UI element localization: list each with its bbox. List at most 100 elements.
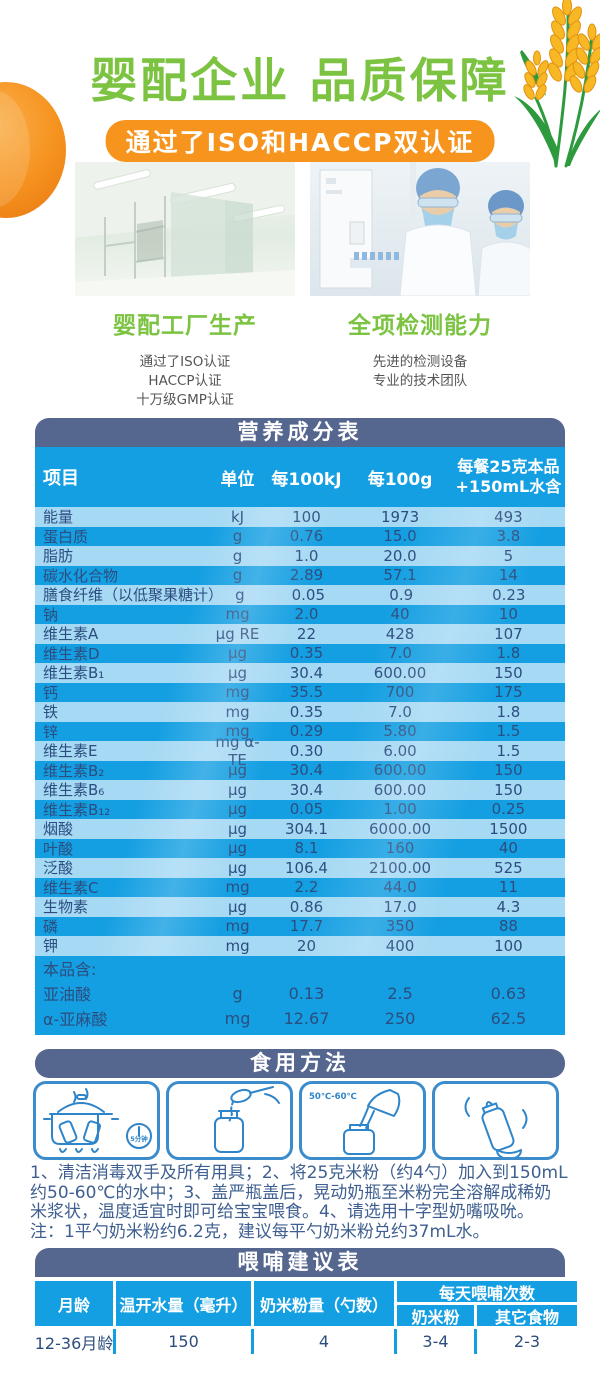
cell: 106.4	[284, 858, 328, 877]
cell: mg	[225, 917, 250, 936]
instruction-line: 约50-60℃的水中；3、盖严瓶盖后，晃动奶瓶至米粉完全溶解成稀奶	[30, 1182, 552, 1203]
cell: 2.2	[294, 878, 319, 897]
cell: 30.4	[289, 761, 324, 780]
nutrition-row: 磷 mg 17.7 350 88	[35, 916, 565, 936]
cell: 11	[498, 878, 518, 897]
cell-other: 2-3	[477, 1329, 577, 1354]
column-header-daily-other: 其它食物	[477, 1305, 577, 1327]
factory-photo	[75, 162, 295, 296]
scoop-powder-icon	[166, 1081, 293, 1160]
cell: 烟酸	[43, 820, 74, 839]
instruction-line: 1、清洁消毒双手及所有用具；2、将25克米粉（约4勺）加入到150mL	[30, 1163, 568, 1183]
cell: 40	[498, 839, 518, 858]
cell: 0.25	[491, 800, 526, 819]
cell: 6.00	[383, 741, 417, 760]
cell: 钙	[43, 683, 59, 702]
page-title: 婴配企业 品质保障	[90, 54, 510, 109]
nutrition-row: 维生素E mg α-TE 0.30 6.00 1.5	[35, 733, 565, 769]
column-header-serving: 每餐25克本品 +150mL水含	[455, 457, 562, 496]
nutrition-table: 营养成分表 项目 单位 每100kJ 每100g 每餐25克本品 +150mL水…	[35, 418, 565, 1035]
cell: 维生素B₁	[43, 664, 105, 683]
cell: 0.63	[490, 983, 527, 1003]
cell: 铁	[43, 703, 59, 722]
caption-line: 十万级GMP认证	[136, 392, 234, 408]
nutrition-row: 蛋白质 g 0.76 15.0 3.8	[35, 526, 565, 546]
cell: 22	[296, 624, 317, 643]
cell: mg	[225, 702, 250, 721]
cell: 维生素D	[43, 644, 100, 663]
cell: 600.00	[373, 663, 427, 682]
cell: 0.13	[288, 983, 325, 1003]
nutrition-row: 膳食纤维（以低聚果糖计） g 0.05 0.9 0.23	[35, 585, 565, 605]
caption-line: 先进的检测设备	[372, 354, 468, 370]
cell: 160	[385, 839, 415, 858]
usage-icons: 5分钟	[33, 1081, 567, 1160]
cell: 10	[498, 605, 518, 624]
cell: 35.5	[289, 683, 324, 702]
cell: mg	[225, 683, 250, 702]
feeding-header: 月龄 温开水量（毫升） 奶米粉量（勺数） 每天喂哺次数 奶米粉 其它食物	[35, 1281, 577, 1327]
cell: 20	[296, 936, 317, 955]
cell: 6000.00	[369, 819, 432, 838]
cell: 1.5	[496, 741, 521, 760]
nutrition-row: 生物素 μg 0.86 17.0 4.3	[35, 897, 565, 917]
cell: 17.0	[383, 897, 417, 916]
sterilize-pot-icon: 5分钟	[33, 1081, 160, 1160]
cell: 20.0	[383, 546, 417, 565]
cell: 维生素B₁₂	[43, 800, 111, 819]
cell: 100	[292, 507, 321, 526]
cell: 250	[384, 1008, 416, 1028]
column-header-daily: 每天喂哺次数	[397, 1281, 577, 1303]
cell: 4.3	[496, 897, 521, 916]
cell: 14	[498, 566, 518, 585]
cell: 2100.00	[369, 858, 432, 877]
column-header-per100kj: 每100kJ	[271, 469, 342, 490]
cell-water: 150	[116, 1329, 251, 1354]
cell: 5.80	[383, 722, 417, 741]
cell: 2.5	[387, 983, 413, 1003]
nutrition-row: 亚油酸 g 0.13 2.5 0.63	[35, 981, 565, 1006]
cell: 12.67	[283, 1008, 330, 1028]
cell: 脂肪	[43, 547, 74, 566]
column-header-per100g: 每100g	[367, 469, 433, 490]
nutrition-row: 钾 mg 20 400 100	[35, 936, 565, 956]
feeding-data-row: 12-36月龄 150 4 3-4 2-3	[35, 1326, 577, 1354]
cell: μg	[227, 761, 248, 780]
cell: 1.5	[496, 722, 521, 741]
cell: 1.00	[383, 800, 417, 819]
caption-title: 婴配工厂生产	[113, 313, 257, 339]
cell: 锌	[43, 722, 59, 741]
cell: 150	[494, 780, 523, 799]
cell: 30.4	[289, 663, 324, 682]
column-header-water: 温开水量（毫升）	[116, 1281, 251, 1326]
nutrition-row: 碳水化合物 g 2.89 57.1 14	[35, 565, 565, 585]
cell: μg	[227, 839, 248, 858]
cell: 0.05	[289, 800, 324, 819]
feeding-table-title: 喂哺建议表	[35, 1248, 565, 1277]
cell: 维生素C	[43, 878, 99, 897]
cell: 0.35	[289, 702, 324, 721]
cell: mg	[225, 605, 250, 624]
nutrition-row: 锌 mg 0.29 5.80 1.5	[35, 721, 565, 741]
cell: 0.30	[289, 741, 324, 760]
cell: 2.89	[289, 566, 324, 585]
cell: 钾	[43, 937, 59, 956]
cell: 蛋白质	[43, 527, 89, 546]
cell: 磷	[43, 917, 59, 936]
cell: 1973	[380, 507, 420, 526]
cell: 0.9	[389, 585, 414, 604]
nutrition-row: 铁 mg 0.35 7.0 1.8	[35, 702, 565, 722]
cell: 碳水化合物	[43, 566, 119, 585]
cell: 膳食纤维（以低聚果糖计）	[43, 586, 224, 605]
cell-milk: 3-4	[397, 1329, 474, 1354]
cell: 0.29	[289, 722, 324, 741]
cell: g	[232, 983, 243, 1003]
cell: 350	[385, 917, 415, 936]
nutrition-row: 维生素B₂ μg 30.4 600.00 150	[35, 760, 565, 780]
cell: μg	[227, 819, 248, 838]
cell-age: 12-36月龄	[35, 1329, 113, 1354]
temperature-label: 50℃-60℃	[309, 1092, 357, 1102]
column-header-age: 月龄	[35, 1281, 113, 1326]
cell: 7.0	[388, 644, 412, 663]
